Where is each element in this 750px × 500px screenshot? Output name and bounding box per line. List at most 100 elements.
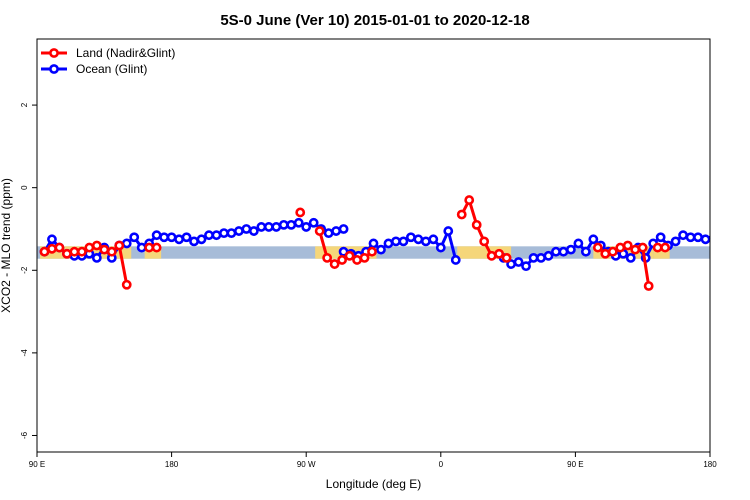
ocean-data-point	[159, 232, 170, 243]
ocean-data-point	[241, 224, 252, 234]
ocean-data-point	[513, 257, 524, 267]
ocean-data-point	[331, 226, 342, 236]
ocean-data-point	[189, 236, 199, 247]
ocean-data-point	[443, 226, 454, 236]
land-data-point	[106, 246, 117, 257]
x-tick-label: 180	[165, 460, 179, 469]
y-tick-label: -2	[20, 266, 29, 274]
ocean-data-point	[398, 236, 409, 247]
land-data-point	[84, 242, 95, 253]
plot-frame	[36, 38, 711, 453]
ocean-data-point	[308, 217, 319, 228]
ocean-data-point	[588, 234, 599, 245]
x-tick-label: 90 E	[29, 460, 45, 469]
land-data-point	[352, 255, 362, 265]
land-data-point	[622, 240, 633, 251]
legend-land-marker	[49, 48, 59, 58]
ocean-data-point	[271, 222, 282, 232]
ocean-data-point	[700, 234, 711, 245]
ocean-data-point	[573, 238, 584, 249]
land-data-point	[367, 246, 377, 257]
ocean-data-point	[558, 246, 569, 257]
ocean-data-point	[196, 234, 207, 245]
ocean-data-point	[323, 228, 334, 239]
land-data-point	[62, 248, 72, 259]
ocean-data-point	[301, 222, 312, 232]
ocean-data-point	[543, 250, 554, 261]
y-tick-label: 2	[20, 102, 29, 107]
land-data-point	[39, 246, 50, 257]
land-data-point	[456, 209, 467, 220]
land-series	[39, 195, 671, 291]
land-data-point	[615, 242, 626, 253]
ocean-data-point	[435, 242, 446, 253]
ocean-data-point	[91, 252, 102, 263]
x-tick-label: 90 W	[297, 460, 316, 469]
ocean-data-point	[685, 232, 696, 243]
land-data-point	[91, 240, 102, 251]
ocean-data-point	[376, 244, 386, 255]
land-data-point	[486, 250, 497, 261]
ocean-data-point	[278, 219, 289, 230]
ocean-data-point	[420, 236, 431, 247]
ocean-data-point	[580, 246, 591, 257]
ocean-data-point	[693, 232, 703, 243]
y-tick-label: -4	[20, 349, 29, 357]
land-data-point	[337, 255, 347, 265]
land-data-point	[494, 248, 505, 259]
ocean-data-point	[47, 234, 57, 245]
ocean-data-point	[625, 252, 636, 263]
y-axis: -6 -4 -2 0 2	[20, 102, 37, 439]
land-data-point	[464, 195, 475, 205]
land-data-point	[69, 246, 80, 257]
land-data-point	[652, 242, 663, 253]
land-data-point	[479, 236, 490, 247]
legend-ocean-label: Ocean (Glint)	[76, 62, 147, 76]
land-data-point	[54, 242, 65, 253]
ocean-data-point	[428, 234, 439, 245]
land-data-point	[329, 259, 340, 269]
y-axis-label: XCO2 - MLO trend (ppm)	[0, 178, 13, 313]
land-data-point	[637, 242, 648, 253]
land-data-point	[344, 250, 355, 261]
ocean-data-point	[566, 244, 576, 255]
ocean-data-point	[256, 222, 267, 232]
land-data-point	[643, 281, 654, 291]
ocean-data-point	[226, 228, 237, 239]
land-data-point	[592, 242, 603, 253]
land-data-point	[76, 246, 87, 257]
ocean-series	[39, 217, 711, 272]
land-data-point	[121, 279, 132, 290]
land-data-point	[314, 226, 325, 236]
ocean-data-point	[521, 261, 531, 272]
chart-title: 5S-0 June (Ver 10) 2015-01-01 to 2020-12…	[220, 12, 529, 29]
ocean-data-point	[263, 222, 274, 232]
ocean-data-point	[405, 232, 416, 243]
legend-land-label: Land (Nadir&Glint)	[76, 46, 175, 60]
ocean-data-point	[151, 230, 162, 241]
x-tick-label: 90 E	[567, 460, 583, 469]
x-axis-label: Longitude (deg E)	[326, 477, 421, 491]
land-data-point	[471, 219, 482, 230]
ocean-data-point	[655, 232, 666, 243]
ocean-data-point	[413, 234, 424, 245]
land-data-point	[501, 252, 512, 263]
ocean-data-point	[121, 238, 132, 249]
ocean-data-point	[219, 228, 229, 239]
ocean-data-point	[286, 219, 297, 230]
ocean-data-point	[383, 238, 394, 249]
land-data-point	[660, 242, 671, 253]
y-tick-label: 0	[20, 185, 29, 190]
ocean-data-point	[136, 242, 147, 253]
ocean-data-point	[536, 252, 546, 263]
ocean-data-point	[293, 217, 304, 228]
ocean-data-point	[181, 232, 192, 243]
ocean-data-point	[233, 226, 244, 236]
series-layer	[39, 195, 711, 291]
y-tick-label: -6	[20, 431, 29, 439]
ocean-data-point	[391, 236, 401, 247]
land-data-point	[630, 244, 641, 255]
ocean-data-point	[211, 230, 222, 241]
ocean-data-point	[551, 246, 561, 257]
land-data-point	[114, 240, 125, 251]
